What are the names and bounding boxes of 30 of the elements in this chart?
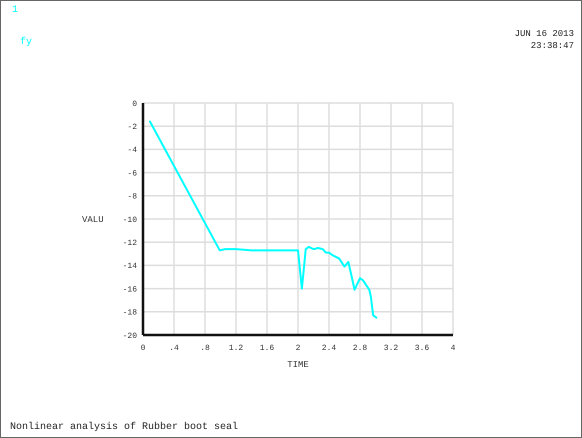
y-tick-label: -4: [127, 146, 138, 156]
y-tick-label: 0: [132, 100, 138, 109]
text: fy: [20, 36, 32, 48]
x-tick-label: .8: [200, 344, 210, 353]
x-tick-label: 0: [140, 344, 146, 353]
y-tick-label: -18: [122, 308, 138, 318]
y-tick-label: -12: [122, 239, 138, 248]
x-tick-label: 2: [296, 344, 301, 353]
x-tick-label: 4: [450, 344, 456, 353]
text: 1: [12, 5, 18, 16]
text: Nonlinear analysis of Rubber boot seal: [10, 421, 238, 433]
y-tick-label: -2: [127, 123, 138, 132]
text: JUN 16 2013: [514, 29, 574, 39]
y-tick-label: -14: [122, 262, 138, 272]
y-tick-label: -8: [127, 192, 138, 202]
x-tick-label: 1.6: [260, 344, 274, 353]
x-tick-label: 3.2: [384, 344, 398, 353]
x-tick-label: 2.4: [322, 344, 336, 353]
y-tick-label: -16: [122, 285, 138, 294]
text: 23:38:47: [530, 41, 574, 51]
y-tick-label: -6: [127, 169, 138, 178]
line-series: [148, 120, 378, 319]
y-tick-label: -20: [122, 332, 138, 341]
x-tick-label: 1.2: [228, 344, 244, 353]
x-tick-label: .4: [169, 344, 179, 353]
y-tick-label: -10: [122, 216, 138, 225]
y-axis-title: VALU: [82, 215, 104, 226]
x-tick-label: 2.8: [352, 344, 368, 353]
x-axis-title: TIME: [287, 360, 309, 370]
x-tick-label: 3.6: [414, 344, 430, 353]
